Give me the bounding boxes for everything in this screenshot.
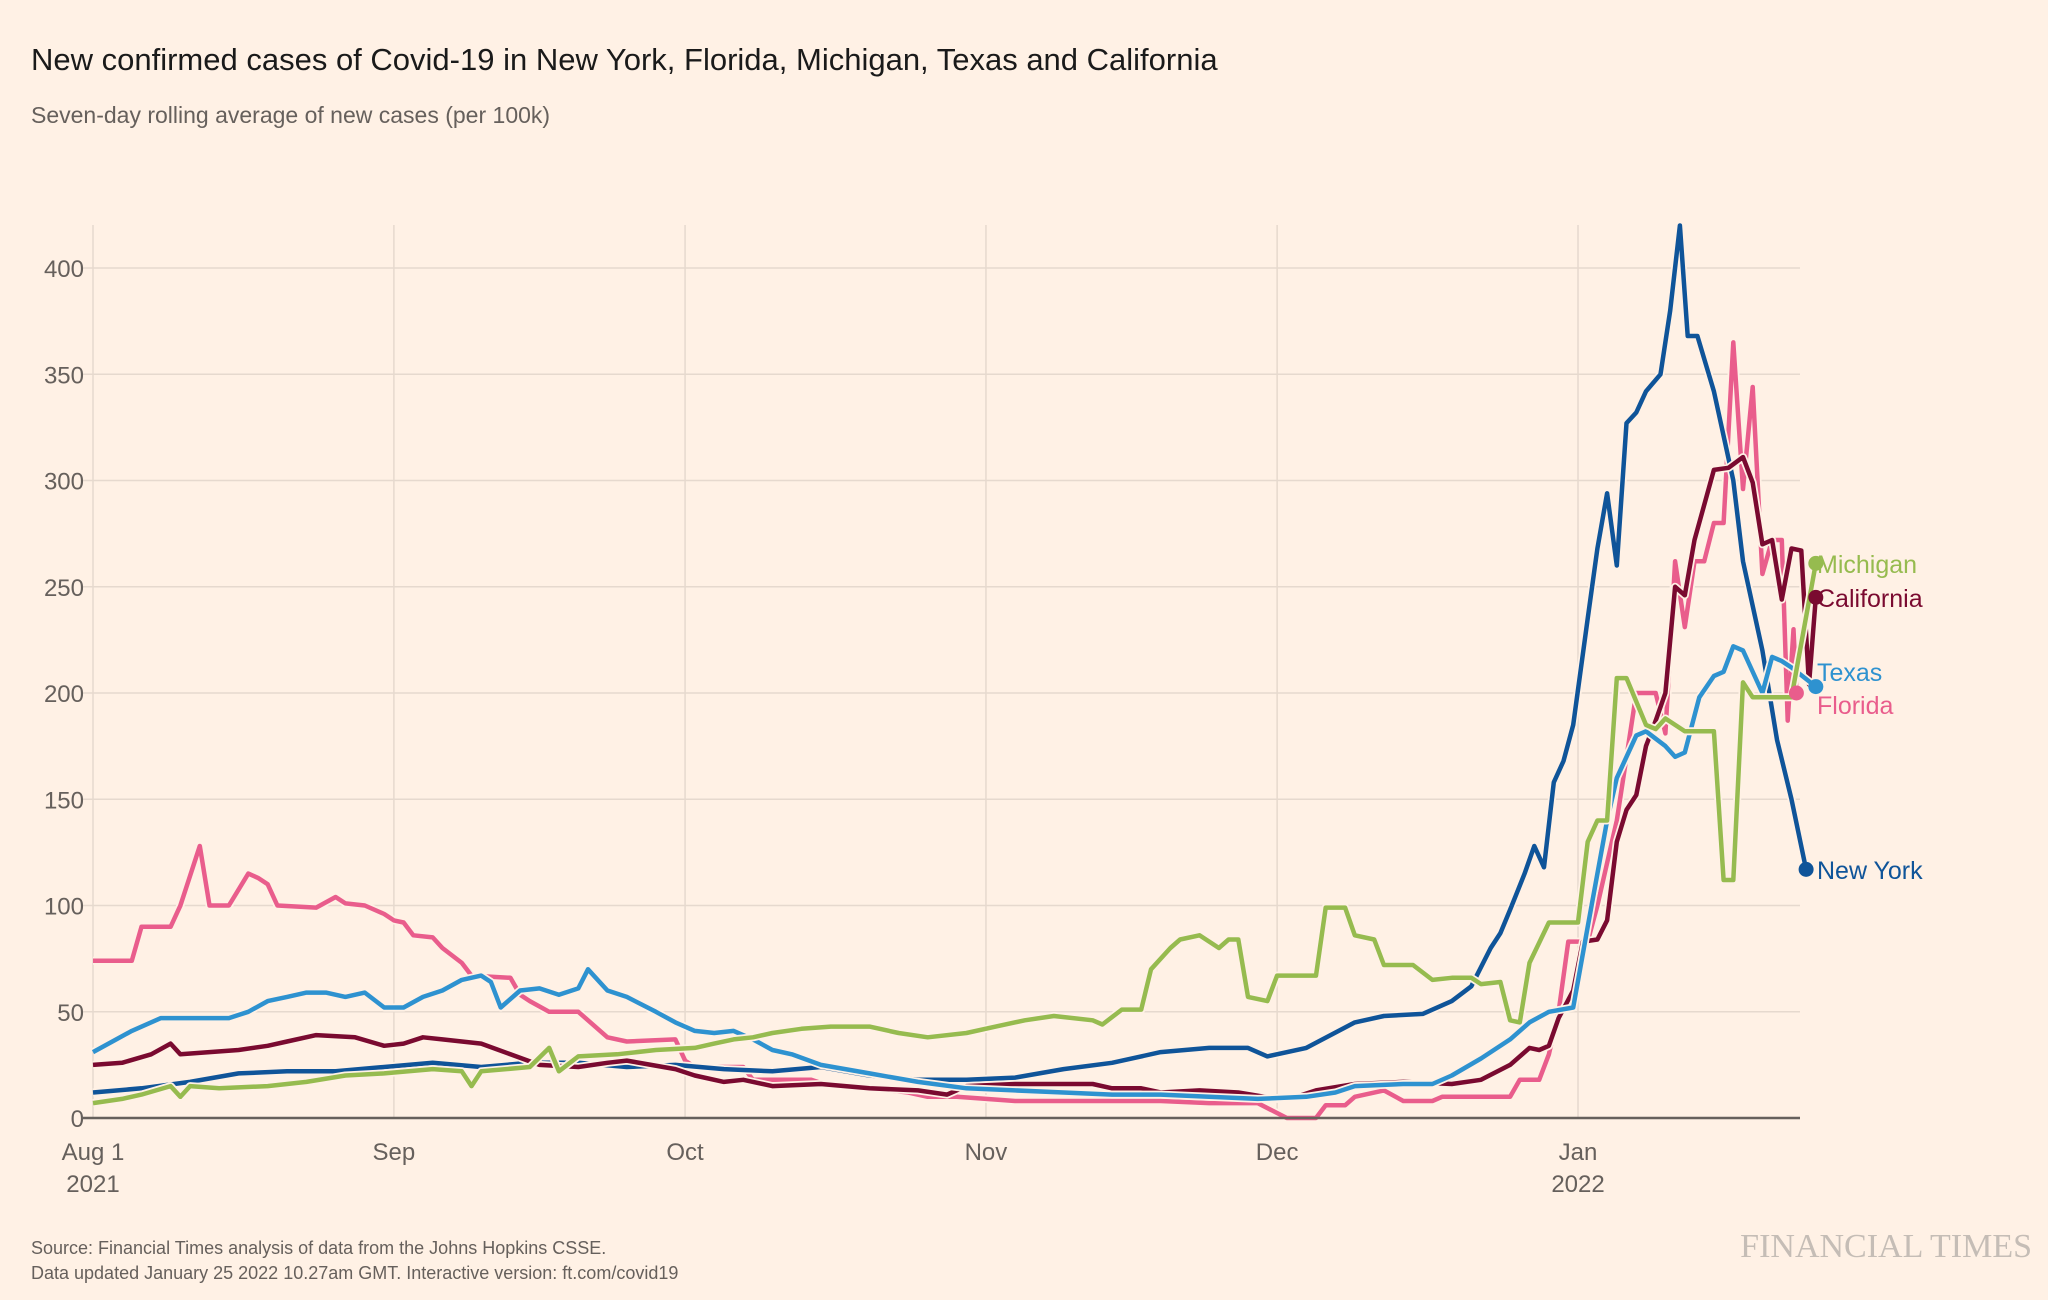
series-line-new-york — [92, 223, 1809, 1095]
x-tick-label: Aug 1 — [62, 1139, 125, 1166]
x-tick-label: Jan — [1559, 1139, 1598, 1166]
series-halo-florida — [93, 338, 1801, 1122]
ft-logo: FINANCIAL TIMES — [1740, 1228, 2032, 1265]
x-tick-label: Dec — [1256, 1139, 1299, 1166]
y-tick-label: 100 — [44, 894, 84, 921]
series-label-texas: Texas — [1817, 659, 1882, 687]
chart-subtitle: Seven-day rolling average of new cases (… — [31, 102, 551, 128]
y-tick-label: 150 — [44, 787, 84, 814]
x-tick-label: Oct — [666, 1139, 704, 1166]
source-note: Source: Financial Times analysis of data… — [31, 1236, 678, 1286]
end-point-michigan — [1808, 555, 1824, 571]
series-halo-new-york — [92, 221, 1811, 1097]
series-line-california — [92, 454, 1819, 1102]
y-tick-label: 400 — [44, 256, 84, 283]
y-tick-label: 50 — [57, 1000, 84, 1027]
end-point-new-york — [1798, 861, 1814, 877]
x-tick-year: 2021 — [66, 1171, 119, 1198]
chart-title: New confirmed cases of Covid-19 in New Y… — [31, 42, 1218, 77]
series-label-california: California — [1817, 585, 1923, 613]
series-line-michigan — [92, 562, 1819, 1106]
series-label-new-york: New York — [1817, 857, 1923, 885]
updated-text: Data updated January 25 2022 10.27am GMT… — [31, 1263, 679, 1283]
x-tick-label: Nov — [965, 1139, 1008, 1166]
x-tick-label: Sep — [373, 1139, 416, 1166]
y-tick-label: 250 — [44, 575, 84, 602]
end-point-california — [1808, 589, 1824, 605]
end-point-texas — [1808, 679, 1824, 695]
source-text: Source: Financial Times analysis of data… — [31, 1238, 607, 1258]
end-point-florida — [1788, 685, 1804, 701]
y-tick-label: 350 — [44, 362, 84, 389]
series-label-florida: Florida — [1817, 692, 1894, 720]
y-tick-label: 200 — [44, 681, 84, 708]
y-tick-label: 0 — [71, 1106, 84, 1133]
series-label-michigan: Michigan — [1817, 551, 1917, 579]
x-tick-year: 2022 — [1551, 1171, 1604, 1198]
series-line-texas — [91, 644, 1818, 1102]
y-tick-label: 300 — [44, 469, 84, 496]
series-line-florida — [93, 340, 1799, 1121]
